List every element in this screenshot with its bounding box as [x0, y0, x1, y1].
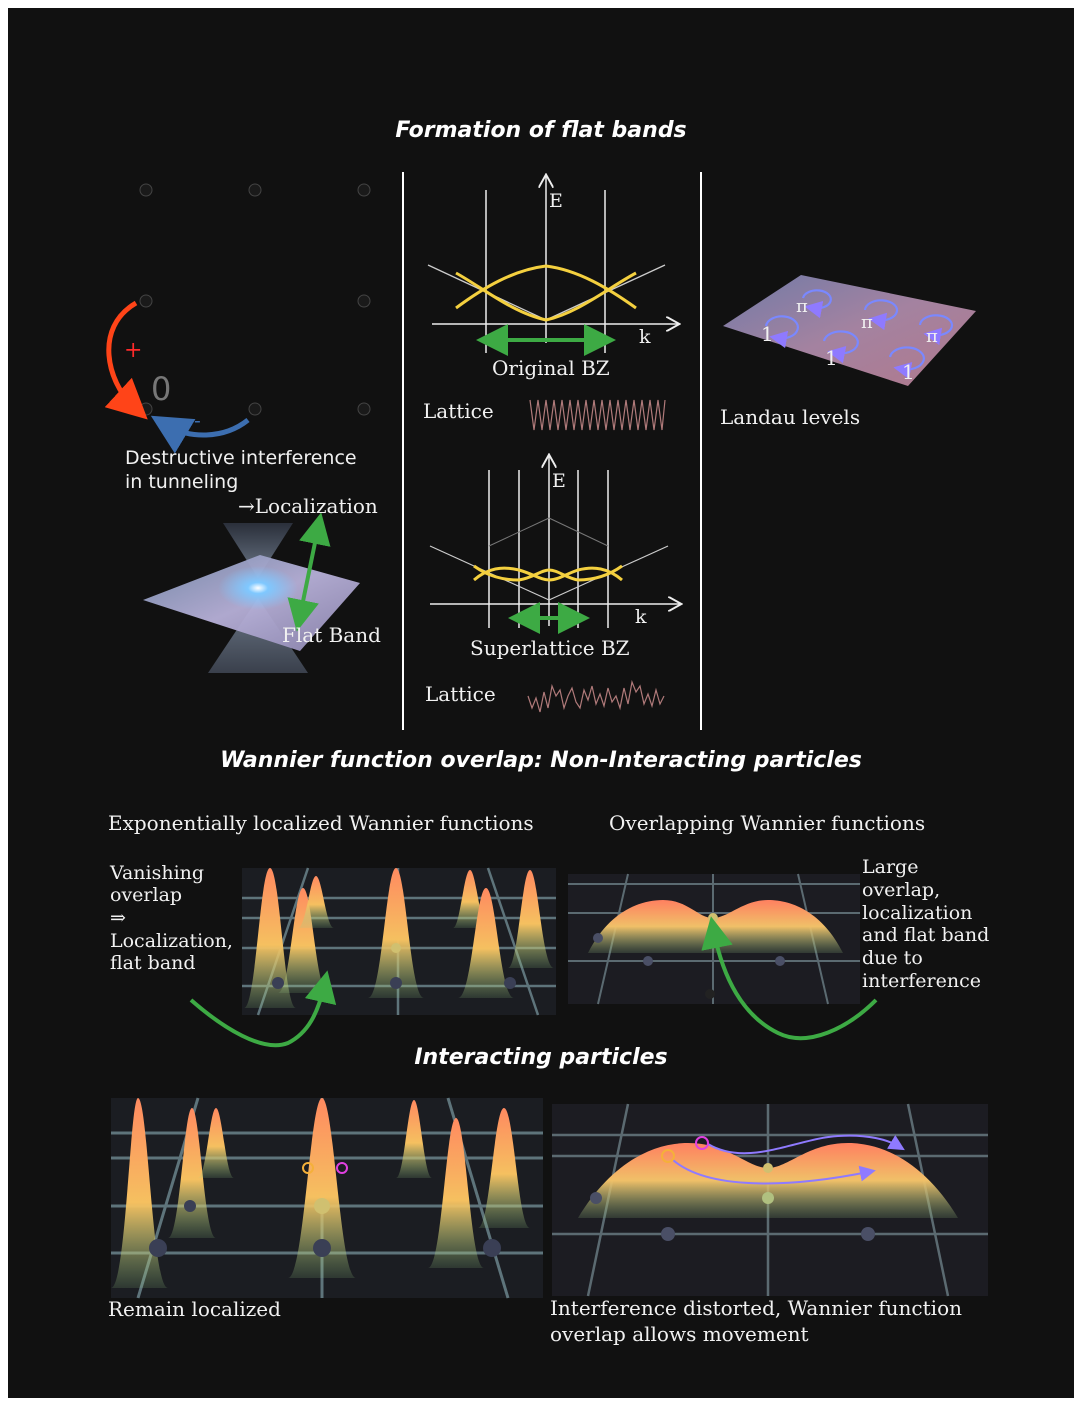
zero-label: 0 — [151, 370, 172, 408]
landau-phase-1-3: 1 — [902, 360, 915, 384]
interference-caption-line1: Destructive interference — [125, 447, 357, 469]
section1-graphics — [104, 170, 976, 730]
landau-label: Landau levels — [720, 405, 861, 429]
large-overlap-note-5: due to — [862, 947, 923, 969]
green-arrow-right — [701, 916, 878, 1041]
section-title-wannier: Wannier function overlap: Non-Interactin… — [220, 748, 862, 773]
plus-sign: + — [124, 338, 143, 363]
band1-lattice-label: Lattice — [423, 399, 494, 423]
large-overlap-note-3: localization — [862, 902, 973, 924]
minus-sign: - — [194, 408, 201, 432]
flat-band-label: Flat Band — [282, 623, 381, 647]
caption-remain-localized: Remain localized — [108, 1297, 281, 1321]
caption-overlapping-wannier: Overlapping Wannier functions — [609, 811, 926, 835]
vanishing-note-2: overlap — [110, 884, 183, 906]
section-title-interacting: Interacting particles — [414, 1045, 668, 1070]
landau-phase-1-2: 1 — [825, 346, 838, 370]
green-arrow-left — [189, 970, 337, 1048]
section-title-flat-bands: Formation of flat bands — [395, 118, 687, 143]
figure-panel: Formation of flat bands — [8, 8, 1074, 1398]
band-diagram-original — [427, 176, 678, 431]
large-overlap-note-6: interference — [862, 970, 982, 992]
interacting-localized-image — [111, 1097, 543, 1299]
landau-phase-1-1: 1 — [761, 322, 774, 346]
band1-bz-label: Original BZ — [492, 356, 610, 380]
lattice-wave-1 — [529, 399, 666, 431]
vanishing-note-1: Vanishing — [110, 862, 205, 884]
band1-axis-k: k — [639, 326, 651, 348]
band2-axis-e: E — [552, 470, 566, 492]
band1-axis-e: E — [549, 190, 563, 212]
interference-caption-line2: in tunneling — [125, 471, 239, 493]
large-overlap-note-1: Large — [862, 856, 919, 878]
band2-lattice-label: Lattice — [425, 682, 496, 706]
interacting-movement-image — [552, 1103, 988, 1297]
landau-phase-pi-2: π — [861, 312, 873, 333]
lattice-wave-2 — [527, 679, 665, 713]
caption-movement-line2: overlap allows movement — [550, 1322, 809, 1346]
vanishing-note-4: Localization, — [110, 930, 233, 952]
band2-bz-label: Superlattice BZ — [470, 636, 630, 660]
red-tunnel-arrow — [104, 300, 148, 420]
blue-tunnel-arrow — [150, 415, 250, 454]
localization-label: →Localization — [238, 494, 378, 518]
section2-graphics — [189, 867, 878, 1048]
lattice-loop — [104, 170, 388, 454]
landau-phase-pi-1: π — [796, 296, 808, 317]
localized-wannier-image — [242, 867, 556, 1016]
landau-illustration — [723, 275, 976, 386]
localization-arrow — [287, 512, 331, 632]
large-overlap-note-2: overlap, — [862, 879, 941, 901]
vanishing-note-5: flat band — [110, 952, 196, 974]
caption-movement-line1: Interference distorted, Wannier function — [550, 1296, 962, 1320]
vanishing-note-3: ⇒ — [110, 907, 126, 929]
landau-phase-pi-3: π — [926, 326, 938, 347]
section3-graphics — [111, 1097, 988, 1299]
band-diagram-superlattice — [429, 456, 680, 713]
band2-axis-k: k — [635, 606, 647, 628]
flat-band-illustration — [143, 512, 360, 673]
large-overlap-note-4: and flat band — [862, 924, 990, 946]
caption-localized-wannier: Exponentially localized Wannier function… — [108, 811, 534, 835]
